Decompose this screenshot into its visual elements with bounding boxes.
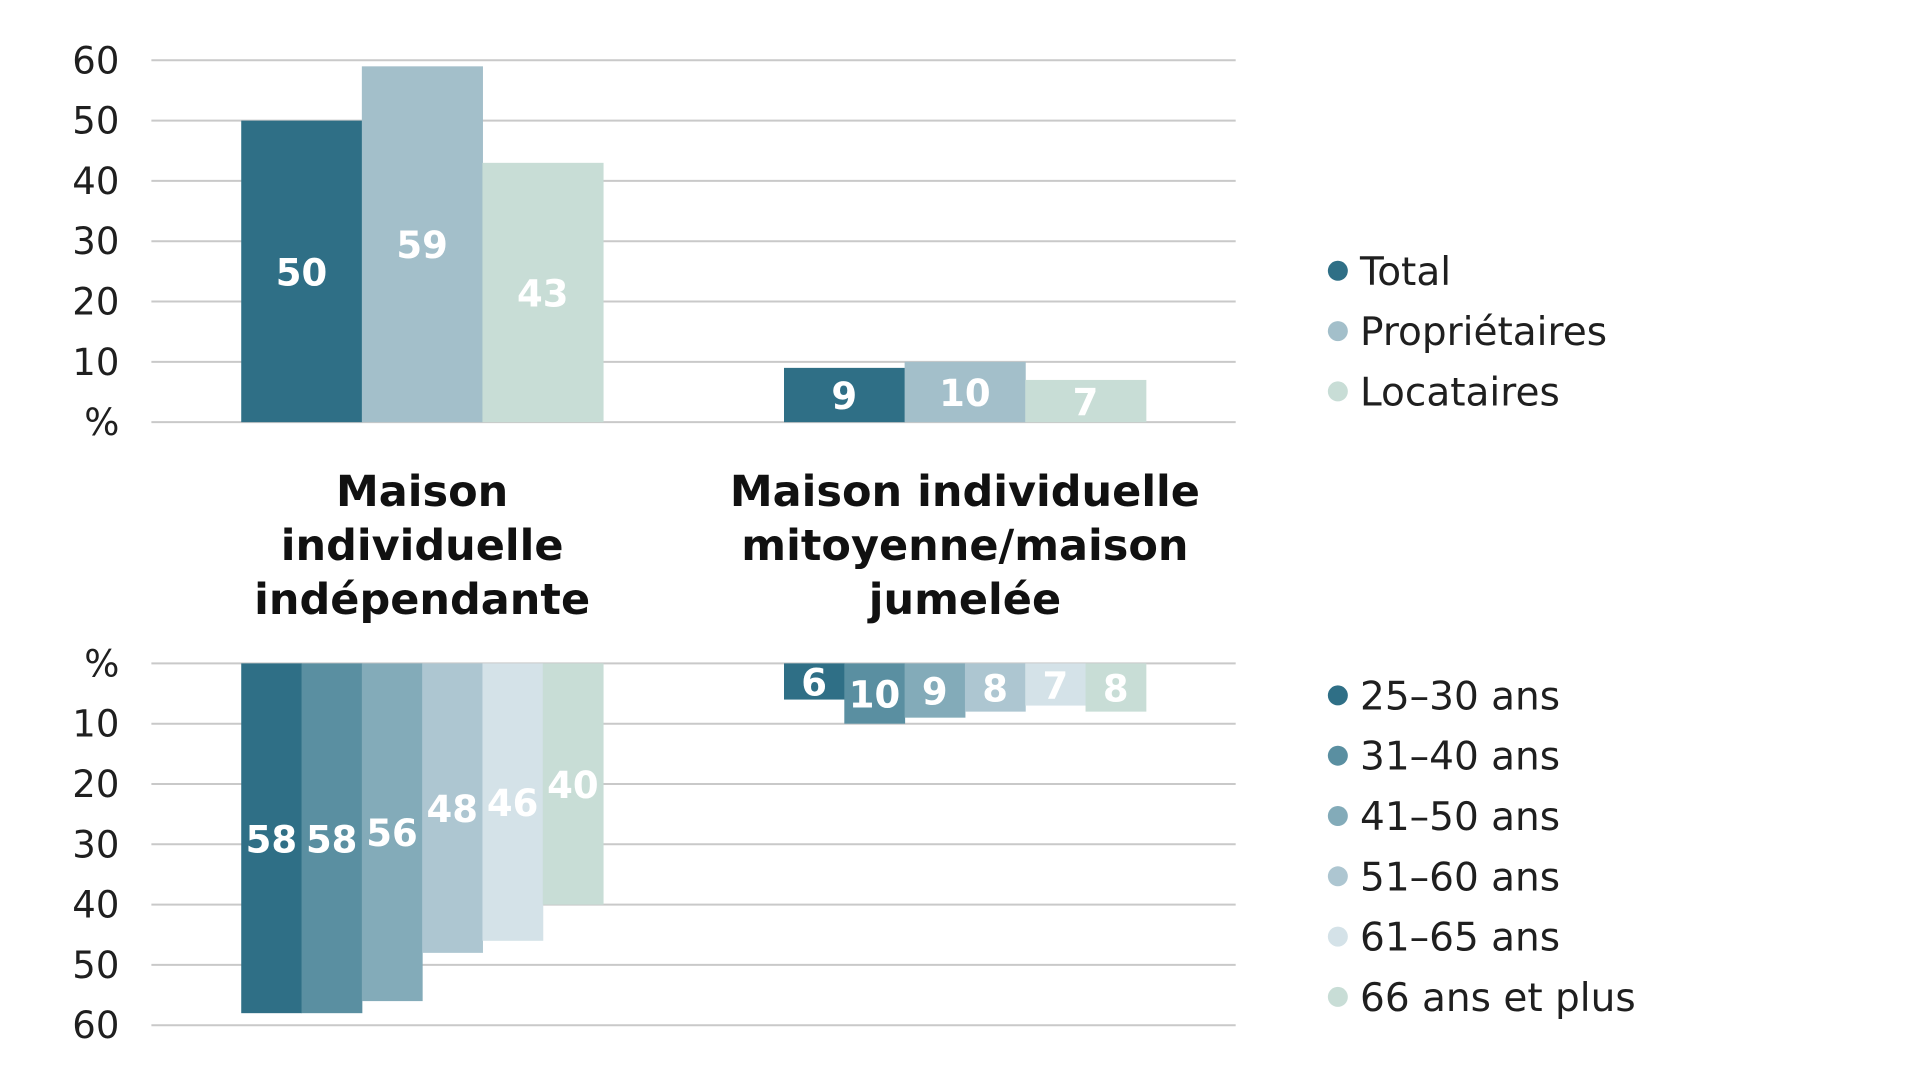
y-tick-label: % (84, 642, 119, 685)
data-label: 6 (801, 661, 827, 704)
data-label: 7 (1043, 664, 1069, 707)
category-label: Maison individuelle (730, 467, 1200, 517)
bar (904, 663, 966, 718)
legend-label: Locataires (1360, 370, 1560, 415)
category-label: individuelle (281, 521, 564, 571)
y-tick-label: 50 (72, 944, 119, 987)
bar (964, 663, 1026, 712)
bar (482, 162, 604, 423)
legend-marker-icon (1327, 745, 1348, 766)
category-label: jumelée (867, 575, 1061, 625)
legend-label: 31–40 ans (1360, 735, 1560, 780)
bar (361, 66, 483, 423)
data-label: 59 (396, 224, 448, 267)
bar (1025, 379, 1147, 423)
legend-label: 51–60 ans (1360, 855, 1560, 900)
bar (361, 663, 423, 1002)
data-label: 7 (1073, 381, 1099, 424)
y-tick-label: 40 (72, 884, 119, 927)
data-label: 8 (1103, 668, 1129, 711)
legend-marker-icon (1327, 381, 1348, 402)
data-label: 48 (427, 788, 479, 831)
y-tick-label: 20 (72, 281, 119, 324)
data-label: 58 (306, 818, 358, 861)
bar (904, 361, 1026, 423)
bar (301, 663, 363, 1014)
bar (784, 367, 906, 423)
data-label: 46 (487, 782, 539, 825)
bar (1085, 663, 1147, 712)
bar (542, 663, 604, 905)
data-label: 56 (366, 812, 418, 855)
data-label: 43 (517, 272, 569, 315)
data-label: 58 (246, 818, 298, 861)
y-tick-label: 20 (72, 763, 119, 806)
data-label: 9 (831, 375, 857, 418)
bar (241, 663, 303, 1014)
y-tick-label: 40 (72, 160, 119, 203)
legend-label: 61–65 ans (1360, 916, 1560, 961)
data-label: 40 (547, 764, 599, 807)
bar (784, 663, 845, 700)
data-label: 50 (276, 251, 328, 294)
data-label: 10 (849, 674, 901, 717)
bar (844, 663, 906, 724)
legend-label: 25–30 ans (1360, 674, 1560, 719)
legend-marker-icon (1327, 685, 1348, 706)
legend-marker-icon (1327, 926, 1348, 947)
y-tick-label: % (84, 401, 119, 444)
y-tick-label: 30 (72, 823, 119, 866)
bar (241, 120, 363, 423)
y-tick-label: 10 (72, 341, 119, 384)
y-tick-label: 10 (72, 703, 119, 746)
data-label: 10 (939, 372, 991, 415)
y-tick-label: 60 (72, 39, 119, 82)
y-tick-label: 30 (72, 220, 119, 263)
category-label: mitoyenne/maison (741, 521, 1188, 571)
bar (1025, 663, 1087, 706)
y-tick-label: 60 (72, 1004, 119, 1047)
legend-marker-icon (1327, 986, 1348, 1007)
legend-label: 41–50 ans (1360, 795, 1560, 840)
category-label: Maison (336, 467, 508, 517)
legend-label: Propriétaires (1360, 310, 1607, 355)
legend-marker-icon (1327, 806, 1348, 826)
legend-label: Total (1359, 250, 1451, 295)
legend-label: 66 ans et plus (1360, 976, 1636, 1021)
legend-marker-icon (1327, 321, 1348, 342)
category-label: indépendante (254, 575, 590, 625)
data-label: 8 (982, 668, 1008, 711)
legend-marker-icon (1327, 866, 1348, 887)
y-tick-label: 50 (72, 100, 119, 143)
legend-marker-icon (1327, 260, 1348, 281)
data-label: 9 (922, 671, 948, 714)
bar (422, 663, 483, 953)
bar (482, 663, 544, 941)
